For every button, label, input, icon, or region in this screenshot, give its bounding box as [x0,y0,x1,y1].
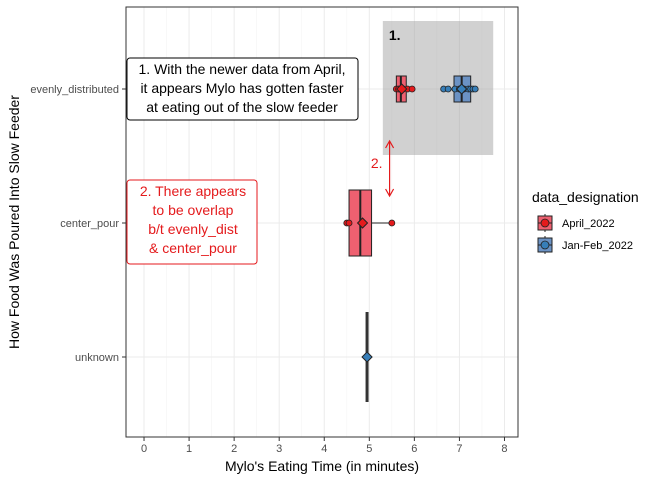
axis-layer: 0 1 2 3 4 5 6 7 8 unknown center_pour evenly_distri… [30,84,507,455]
legend-key-point [540,218,550,228]
y-tick-label: center_pour [60,218,119,230]
data-point [388,219,396,227]
box-evenly_distributed-Jan-Feb_2022 [440,75,479,103]
legend: data_designation April_2022 Jan-Feb_2022 [532,189,639,254]
box-evenly_distributed-April_2022 [392,75,416,103]
x-axis-title: Mylo's Eating Time (in minutes) [225,458,419,474]
x-tick-label: 8 [501,443,507,455]
annotation-1-line: at eating out of the slow feeder [146,99,338,115]
y-tick-label: evenly_distributed [30,84,119,96]
legend-item-Jan-Feb_2022: Jan-Feb_2022 [537,236,633,254]
arrow-2-head-bottom [385,188,395,198]
annotation-1-box [126,57,359,121]
x-tick-label: 1 [186,443,192,455]
x-tick-label: 3 [276,443,282,455]
mean-marker [396,83,408,95]
x-tick-label: 2 [231,443,237,455]
mean-marker [356,217,369,229]
legend-key-point [540,240,550,250]
x-tick-label: 4 [321,443,327,455]
data-point [345,219,353,227]
data-layer [343,75,479,402]
legend-item-April_2022: April_2022 [537,214,615,232]
annotation-layer: 1. With the newer data from April, it app… [126,57,395,265]
legend-title: data_designation [532,189,639,205]
annotation-2-line: 2. There appears [140,183,246,199]
x-tick-label: 7 [456,443,462,455]
legend-label: Jan-Feb_2022 [562,240,633,252]
mean-marker [455,83,468,95]
highlight-region-label: 1. [389,27,401,43]
x-tick-label: 5 [366,443,372,455]
annotation-2-box [126,179,258,265]
box-center_pour-April_2022 [343,189,396,257]
data-point [444,85,452,93]
plot-panel-border [125,6,519,438]
annotation-2-line: b/t evenly_dist [148,221,238,237]
y-tick-label: unknown [75,352,119,364]
annotation-2-line: to be overlap [153,202,234,218]
data-point [408,85,416,93]
arrow-2-label: 2. [371,155,383,171]
x-tick-label: 6 [411,443,417,455]
arrow-2-head-top [385,139,395,149]
y-axis-title: How Food Was Poured Into Slow Feeder [6,95,22,349]
annotation-1-line: it appears Mylo has gotten faster [140,80,343,96]
legend-label: April_2022 [562,218,615,230]
x-tick-label: 0 [141,443,147,455]
mean-marker [361,351,373,363]
annotation-1-line: 1. With the newer data from April, [139,61,346,77]
annotation-2-line: & center_pour [149,240,237,256]
data-point [471,85,479,93]
box-unknown-Jan-Feb_2022 [361,312,373,402]
